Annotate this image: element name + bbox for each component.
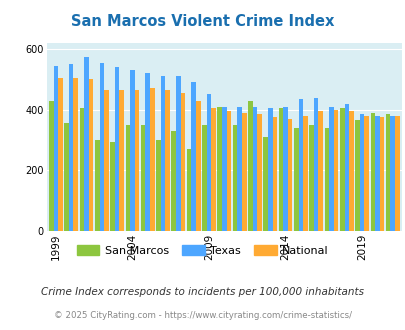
Bar [344,104,348,231]
Bar [110,142,115,231]
Bar [247,101,252,231]
Bar [160,76,165,231]
Bar [226,111,230,231]
Bar [318,111,322,231]
Bar [237,107,241,231]
Bar [196,101,200,231]
Bar [241,113,246,231]
Bar [263,137,267,231]
Bar [53,66,58,231]
Bar [298,99,303,231]
Text: San Marcos Violent Crime Index: San Marcos Violent Crime Index [71,14,334,29]
Bar [150,88,154,231]
Bar [278,108,283,231]
Bar [303,116,307,231]
Bar [324,128,328,231]
Bar [134,90,139,231]
Bar [186,149,191,231]
Bar [293,128,298,231]
Bar [99,63,104,231]
Bar [287,119,292,231]
Bar [257,114,261,231]
Bar [171,131,176,231]
Bar [104,90,109,231]
Bar [49,101,53,231]
Bar [313,97,318,231]
Bar [211,108,215,231]
Bar [165,90,170,231]
Text: © 2025 CityRating.com - https://www.cityrating.com/crime-statistics/: © 2025 CityRating.com - https://www.city… [54,311,351,320]
Bar [394,116,399,231]
Bar [379,117,384,231]
Bar [359,114,364,231]
Bar [95,140,99,231]
Bar [328,107,333,231]
Legend: San Marcos, Texas, National: San Marcos, Texas, National [72,241,333,260]
Bar [364,116,368,231]
Bar [176,76,180,231]
Bar [145,73,150,231]
Bar [191,82,196,231]
Bar [339,108,344,231]
Bar [232,125,237,231]
Bar [125,125,130,231]
Bar [348,111,353,231]
Bar [354,120,359,231]
Bar [206,94,211,231]
Bar [69,64,73,231]
Bar [73,78,78,231]
Bar [390,116,394,231]
Bar [141,125,145,231]
Bar [272,117,277,231]
Bar [370,113,374,231]
Bar [202,125,206,231]
Bar [180,93,185,231]
Bar [222,107,226,231]
Text: Crime Index corresponds to incidents per 100,000 inhabitants: Crime Index corresponds to incidents per… [41,287,364,297]
Bar [309,125,313,231]
Bar [79,108,84,231]
Bar [84,56,89,231]
Bar [283,107,287,231]
Bar [58,78,63,231]
Bar [115,67,119,231]
Bar [252,107,257,231]
Bar [130,70,134,231]
Bar [333,110,337,231]
Bar [119,90,124,231]
Bar [267,108,272,231]
Bar [217,107,222,231]
Bar [374,116,379,231]
Bar [64,123,69,231]
Bar [385,114,390,231]
Bar [89,79,93,231]
Bar [156,140,160,231]
